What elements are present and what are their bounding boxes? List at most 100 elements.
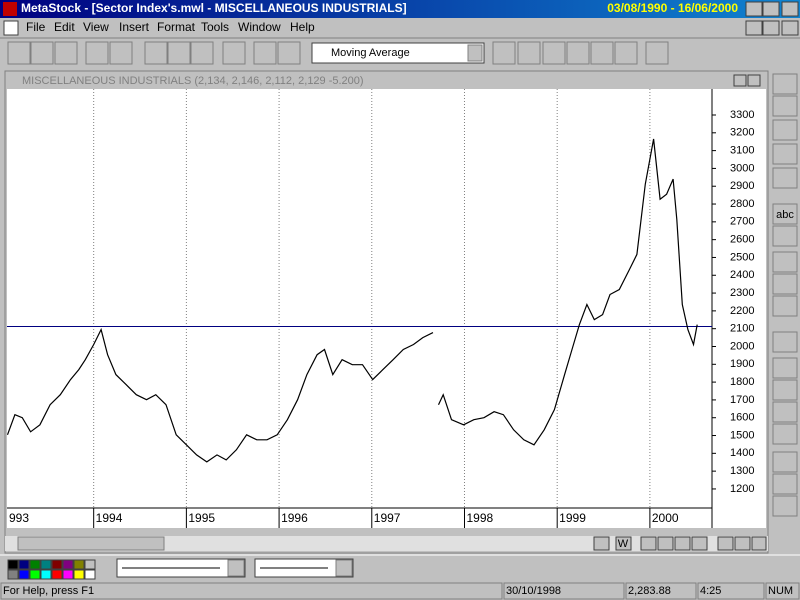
tool-button[interactable] xyxy=(772,495,798,517)
tool-button[interactable] xyxy=(772,119,798,141)
toolbar-button[interactable] xyxy=(542,41,566,65)
indicator-dropdown[interactable] xyxy=(311,42,485,64)
toolbar-button[interactable] xyxy=(54,41,78,65)
toolbar-button[interactable] xyxy=(190,41,214,65)
y-tick-label: 2500 xyxy=(730,251,754,263)
tool-button[interactable] xyxy=(772,295,798,317)
tool-button[interactable] xyxy=(772,225,798,247)
status-text: For Help, press F1 xyxy=(3,585,94,597)
menu-item[interactable]: File xyxy=(26,20,46,34)
status-text: 4:25 xyxy=(700,585,721,597)
color-swatch[interactable] xyxy=(84,569,96,580)
color-swatch[interactable] xyxy=(73,569,85,580)
w-button[interactable] xyxy=(615,536,632,551)
toolbar-button[interactable] xyxy=(492,41,516,65)
y-tick-label: 1700 xyxy=(730,394,754,406)
menu-item[interactable]: Tools xyxy=(201,20,229,34)
y-tick-label: 3100 xyxy=(730,145,754,157)
chart-close[interactable] xyxy=(747,74,761,87)
doc-icon[interactable] xyxy=(3,20,19,36)
tool-button[interactable] xyxy=(772,473,798,495)
zoom-btn[interactable] xyxy=(691,536,708,551)
color-swatch[interactable] xyxy=(29,559,41,570)
dropdown-arrow[interactable] xyxy=(467,44,483,62)
color-swatch[interactable] xyxy=(40,559,52,570)
toolbar-button[interactable] xyxy=(167,41,191,65)
tool-button[interactable] xyxy=(772,143,798,165)
tool-button[interactable] xyxy=(772,273,798,295)
color-swatch[interactable] xyxy=(73,559,85,570)
zoom-btn[interactable] xyxy=(640,536,657,551)
color-swatch[interactable] xyxy=(62,569,74,580)
scroll-right[interactable] xyxy=(593,536,610,551)
toolbar-button[interactable] xyxy=(30,41,54,65)
y-tick-label: 3200 xyxy=(730,127,754,139)
toolbar-button[interactable] xyxy=(517,41,541,65)
toolbar-button[interactable] xyxy=(566,41,590,65)
color-swatch[interactable] xyxy=(51,559,63,570)
color-swatch[interactable] xyxy=(7,559,19,570)
maximize-button[interactable] xyxy=(762,1,780,17)
toolbar-button[interactable] xyxy=(253,41,277,65)
nav-btn[interactable] xyxy=(734,536,751,551)
toolbar-button[interactable] xyxy=(109,41,133,65)
status-pane xyxy=(697,582,765,600)
zoom-btn[interactable] xyxy=(657,536,674,551)
color-swatch[interactable] xyxy=(40,569,52,580)
tool-button[interactable] xyxy=(772,251,798,273)
tool-button[interactable] xyxy=(772,73,798,95)
tool-button[interactable] xyxy=(772,95,798,117)
h-scrollbar[interactable] xyxy=(5,536,768,551)
color-swatch[interactable] xyxy=(29,569,41,580)
color-swatch[interactable] xyxy=(51,569,63,580)
toolbar-button[interactable] xyxy=(222,41,246,65)
tool-button[interactable] xyxy=(772,401,798,423)
tool-button[interactable] xyxy=(772,357,798,379)
tool-button[interactable] xyxy=(772,379,798,401)
chart-max[interactable] xyxy=(733,74,747,87)
x-axis: 993 1994 1995 1996 1997 1998 1999 2000 xyxy=(9,508,679,528)
tool-button[interactable] xyxy=(772,331,798,353)
tool-button[interactable] xyxy=(772,451,798,473)
minimize-button[interactable] xyxy=(745,1,763,17)
menu-item[interactable]: Help xyxy=(290,20,315,34)
nav-btn[interactable] xyxy=(717,536,734,551)
toolbar-button[interactable] xyxy=(277,41,301,65)
x-tick-label: 1995 xyxy=(188,511,215,525)
scroll-thumb[interactable] xyxy=(17,536,165,551)
menu-item[interactable]: Edit xyxy=(54,20,75,34)
doc-minimize[interactable] xyxy=(745,20,763,36)
tool-button[interactable] xyxy=(772,167,798,189)
tool-button[interactable] xyxy=(772,203,798,225)
close-button[interactable] xyxy=(781,1,799,17)
color-swatch[interactable] xyxy=(84,559,96,570)
tool-palette xyxy=(772,73,798,517)
doc-restore[interactable] xyxy=(762,20,780,36)
plot-clip xyxy=(7,89,712,508)
toolbar-button[interactable] xyxy=(7,41,31,65)
y-tick-label: 1500 xyxy=(730,429,754,441)
toolbar-button[interactable] xyxy=(144,41,168,65)
chart-title-bar xyxy=(7,73,766,88)
zoom-btn[interactable] xyxy=(674,536,691,551)
color-swatch[interactable] xyxy=(62,559,74,570)
toolbar-button[interactable] xyxy=(614,41,638,65)
y-tick-label: 3000 xyxy=(730,162,754,174)
w-label: W xyxy=(618,538,629,550)
toolbar-button[interactable] xyxy=(590,41,614,65)
color-swatch[interactable] xyxy=(18,559,30,570)
nav-btn[interactable] xyxy=(751,536,767,551)
tool-button[interactable] xyxy=(772,423,798,445)
menu-item[interactable]: Format xyxy=(157,20,196,34)
dropdown-arrow[interactable] xyxy=(335,559,353,577)
toolbar-button[interactable] xyxy=(645,41,669,65)
doc-close[interactable] xyxy=(781,20,799,36)
menu-item[interactable]: Insert xyxy=(119,20,150,34)
menu-item[interactable]: View xyxy=(83,20,109,34)
toolbar-button[interactable] xyxy=(85,41,109,65)
dropdown-arrow[interactable] xyxy=(227,559,245,577)
color-swatch[interactable] xyxy=(7,569,19,580)
menu-item[interactable]: Window xyxy=(238,20,281,34)
color-swatch[interactable] xyxy=(18,569,30,580)
y-tick-label: 1200 xyxy=(730,483,754,495)
